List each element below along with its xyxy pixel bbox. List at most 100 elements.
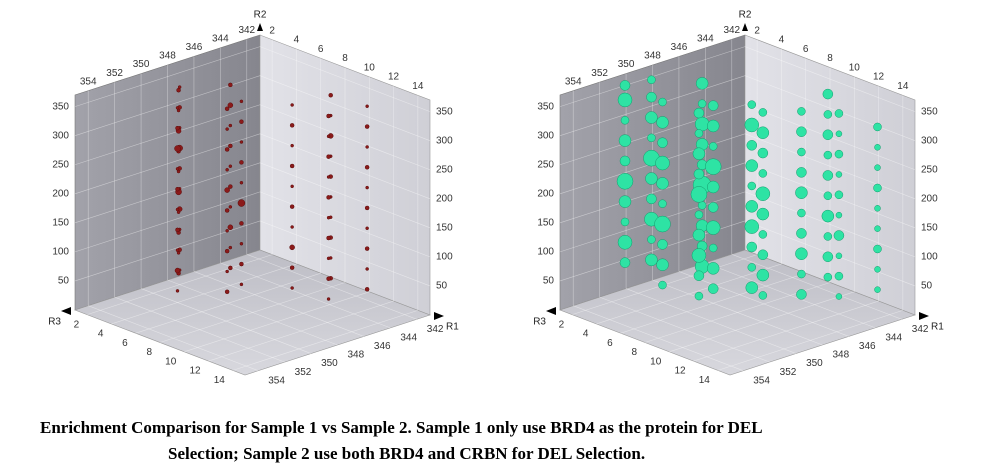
point [795,186,808,199]
point [645,111,658,124]
point [745,200,759,213]
grid-line [259,220,431,287]
point [694,291,704,301]
axis-arrow [546,307,556,315]
point [758,230,768,239]
point [175,289,180,293]
point [289,244,295,251]
y-tick-label: 150 [52,217,69,228]
grid-line [114,296,285,363]
point [874,144,881,151]
point [225,168,229,172]
y-tick-label: 200 [436,193,453,204]
point [744,219,760,234]
z-tick-label: 4 [779,35,785,46]
x-tick-label: 342 [723,25,740,36]
point [365,267,369,271]
axis-arrow [61,307,71,315]
point [289,265,295,270]
y-tick-label: 100 [52,247,69,258]
y-tick-label: 300 [52,130,69,141]
point [833,230,845,241]
grid-line [74,220,261,282]
point [835,130,843,138]
z-tick-label: 6 [318,44,324,55]
point [175,227,180,233]
grid-line [159,282,346,343]
grid-line [717,310,903,371]
grid-line [744,75,916,141]
point [224,187,230,193]
point [708,243,718,253]
x-tick-label: 354 [753,375,770,386]
grid-line [220,262,391,329]
point [174,145,181,152]
grid-line [140,288,312,354]
z-tick-label: 10 [364,62,376,73]
point [706,180,720,194]
point [835,293,843,300]
point [228,184,233,189]
point [326,113,331,119]
point [175,167,180,171]
point [796,289,807,300]
point [755,186,771,201]
point [225,269,229,274]
caption-line: Enrichment Comparison for Sample 1 vs Sa… [40,418,763,437]
y-tick-label: 150 [921,222,938,233]
point [365,226,369,231]
point [364,246,370,251]
point [694,116,710,132]
x-tick-label: 346 [374,341,391,352]
x-tick-label: 350 [321,358,338,369]
point [835,252,843,260]
point [797,269,806,279]
point [326,154,331,159]
x-tick-label: 348 [833,350,850,361]
z-tick-label: 2 [559,319,565,330]
point [228,245,233,250]
point [835,171,843,178]
z-tick-label: 14 [699,375,711,386]
panel: 50 50 100 100 150 150 200 200 250 250 300 300 350 350… [533,10,944,387]
point [656,116,669,129]
point [692,228,706,242]
z-tick-label: 12 [873,72,885,83]
point [645,253,658,267]
point [796,126,807,137]
x-tick-label: 354 [268,375,285,386]
point [290,184,294,189]
x-tick-label: 352 [295,367,312,378]
z-tick-label: 14 [412,81,424,92]
point [705,220,721,235]
z-tick-label: 6 [803,44,809,55]
point [647,133,656,143]
grid-line [184,291,370,353]
point [365,104,369,109]
point [618,134,632,147]
point [745,281,759,294]
point [821,209,835,223]
grid-line [246,254,417,320]
point [694,129,704,138]
x-tick-label: 350 [806,358,823,369]
x-tick-label: 344 [400,332,417,343]
y-tick-label: 350 [436,106,453,117]
axis-label: R3 [48,317,61,328]
x-tick-label: 346 [859,341,876,352]
point [874,225,881,232]
grid-line [259,133,431,200]
z-tick-label: 10 [165,356,177,367]
point [365,185,369,190]
point [707,100,719,111]
y-tick-label: 200 [537,188,554,199]
point [620,217,630,227]
point [617,235,633,250]
grid-line [652,279,823,346]
axis-arrow [257,23,263,31]
point [757,147,769,159]
point [227,224,234,230]
y-tick-label: 300 [436,135,453,146]
point [757,249,769,260]
z-tick-label: 10 [849,62,861,73]
